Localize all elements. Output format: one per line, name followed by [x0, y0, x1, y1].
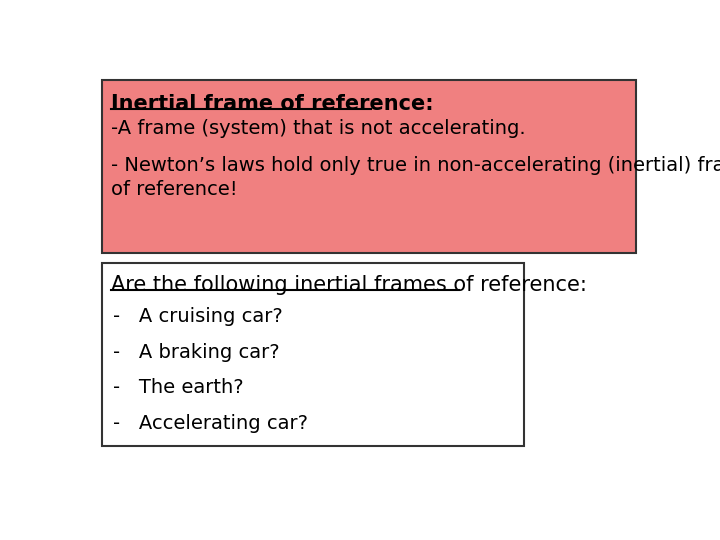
Text: -   A cruising car?: - A cruising car?: [113, 307, 283, 326]
FancyBboxPatch shape: [102, 80, 636, 253]
Text: -   A braking car?: - A braking car?: [113, 343, 280, 362]
FancyBboxPatch shape: [102, 262, 524, 446]
Text: Are the following inertial frames of reference:: Are the following inertial frames of ref…: [111, 275, 587, 295]
Text: -A frame (system) that is not accelerating.: -A frame (system) that is not accelerati…: [111, 119, 526, 138]
Text: - Newton’s laws hold only true in non-accelerating (inertial) frames: - Newton’s laws hold only true in non-ac…: [111, 156, 720, 174]
Text: Inertial frame of reference:: Inertial frame of reference:: [111, 94, 433, 114]
Text: of reference!: of reference!: [111, 180, 238, 199]
Text: -   Accelerating car?: - Accelerating car?: [113, 414, 308, 433]
Text: -   The earth?: - The earth?: [113, 378, 244, 397]
